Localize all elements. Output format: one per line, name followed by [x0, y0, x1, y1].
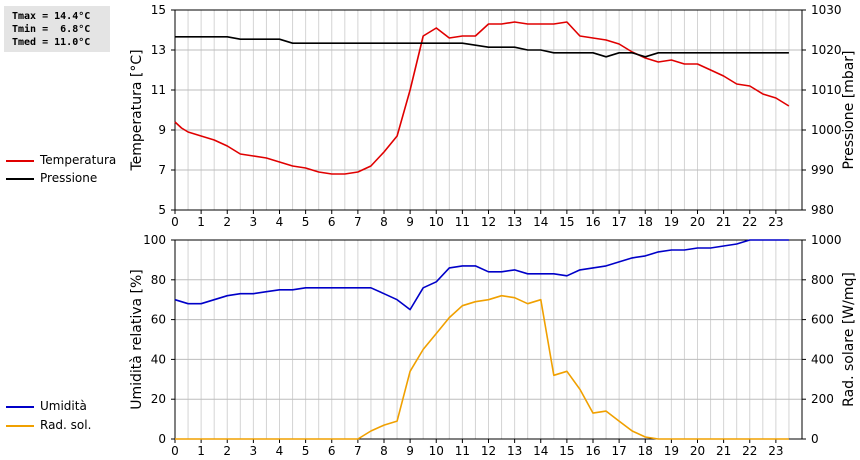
x-tick-label: 0 — [171, 215, 179, 229]
x-tick-label: 6 — [328, 444, 336, 458]
tmed-text: Tmed = 11.0°C — [12, 37, 91, 48]
x-tick-label: 23 — [768, 215, 783, 229]
y-left-tick-label: 20 — [151, 392, 166, 406]
x-tick-label: 11 — [455, 444, 470, 458]
y-left-tick-label: 80 — [151, 273, 166, 287]
x-tick-label: 15 — [559, 215, 574, 229]
chart-panel-temperature-pressure: 0 1 2 3 4 5 6 7 8 9 10 11 12 13 14 15 16 17 18 19 20 21 22 2357… — [129, 3, 857, 229]
legend-swatch — [6, 178, 34, 180]
y-axis-label-right: Rad. solare [W/mq] — [841, 272, 857, 407]
y-right-tick-label: 980 — [811, 203, 834, 217]
x-tick-label: 21 — [716, 444, 731, 458]
x-tick-label: 15 — [559, 444, 574, 458]
y-left-tick-label: 11 — [151, 83, 166, 97]
x-tick-label: 17 — [611, 215, 626, 229]
x-tick-label: 5 — [302, 215, 310, 229]
series-line-umidit — [174, 239, 789, 311]
x-tick-label: 16 — [585, 215, 600, 229]
x-tick-label: 4 — [276, 215, 284, 229]
tmin-text: Tmin = 6.8°C — [12, 24, 91, 35]
x-tick-label: 7 — [354, 215, 362, 229]
legend-swatch — [6, 406, 34, 408]
x-tick-label: 23 — [768, 444, 783, 458]
x-tick-label: 21 — [716, 215, 731, 229]
y-right-tick-label: 1010 — [811, 83, 842, 97]
x-tick-label: 4 — [276, 444, 284, 458]
y-left-tick-label: 40 — [151, 352, 166, 366]
y-left-tick-label: 15 — [151, 3, 166, 17]
y-left-tick-label: 0 — [158, 432, 166, 446]
y-left-tick-label: 5 — [158, 203, 166, 217]
x-tick-label: 13 — [507, 444, 522, 458]
legend-item-umidita: Umidità — [6, 399, 126, 417]
x-tick-label: 8 — [380, 444, 388, 458]
y-left-tick-label: 7 — [158, 163, 166, 177]
y-left-tick-label: 13 — [151, 43, 166, 57]
x-tick-label: 1 — [197, 444, 205, 458]
x-tick-label: 22 — [742, 444, 757, 458]
y-right-tick-label: 200 — [811, 392, 834, 406]
series-line-rad-sol — [175, 294, 789, 440]
y-right-tick-label: 990 — [811, 163, 834, 177]
x-tick-label: 9 — [406, 444, 414, 458]
x-tick-label: 14 — [533, 215, 548, 229]
y-right-tick-label: 1030 — [811, 3, 842, 17]
x-tick-label: 8 — [380, 215, 388, 229]
x-tick-label: 5 — [302, 444, 310, 458]
y-right-tick-label: 1000 — [811, 123, 842, 137]
x-tick-label: 3 — [250, 444, 258, 458]
y-left-tick-label: 100 — [143, 233, 166, 247]
y-right-tick-label: 1000 — [811, 233, 842, 247]
stats-box: Tmax = 14.4°C Tmin = 6.8°C Tmed = 11.0°C — [4, 6, 110, 52]
x-tick-label: 2 — [223, 215, 231, 229]
x-tick-label: 12 — [481, 444, 496, 458]
y-axis-label-right: Pressione [mbar] — [841, 50, 857, 169]
y-right-tick-label: 600 — [811, 313, 834, 327]
x-tick-label: 0 — [171, 444, 179, 458]
x-tick-label: 19 — [664, 444, 679, 458]
x-tick-label: 20 — [690, 215, 705, 229]
x-tick-label: 6 — [328, 215, 336, 229]
y-right-tick-label: 800 — [811, 273, 834, 287]
legend-label: Umidità — [40, 399, 87, 413]
x-tick-label: 22 — [742, 215, 757, 229]
legend-label: Temperatura — [40, 153, 117, 167]
y-axis-label-left: Temperatura [°C] — [129, 49, 145, 171]
y-right-tick-label: 1020 — [811, 43, 842, 57]
x-tick-label: 9 — [406, 215, 414, 229]
legend-label: Pressione — [40, 171, 98, 185]
x-tick-label: 18 — [638, 444, 653, 458]
legend-label: Rad. sol. — [40, 418, 92, 432]
y-left-tick-label: 9 — [158, 123, 166, 137]
x-tick-label: 7 — [354, 444, 362, 458]
x-tick-label: 2 — [223, 444, 231, 458]
x-tick-label: 3 — [250, 215, 258, 229]
x-tick-label: 13 — [507, 215, 522, 229]
series-line-pressione — [175, 35, 789, 58]
legend-item-rad-sol: Rad. sol. — [6, 418, 126, 436]
x-tick-label: 10 — [429, 444, 444, 458]
y-right-tick-label: 0 — [811, 432, 819, 446]
x-tick-label: 12 — [481, 215, 496, 229]
x-tick-label: 18 — [638, 215, 653, 229]
x-tick-label: 16 — [585, 444, 600, 458]
y-right-tick-label: 400 — [811, 352, 834, 366]
x-tick-label: 11 — [455, 215, 470, 229]
tmax-text: Tmax = 14.4°C — [12, 11, 91, 22]
x-tick-label: 19 — [664, 215, 679, 229]
x-tick-label: 14 — [533, 444, 548, 458]
chart-panel-humidity-radiation: 0 1 2 3 4 5 6 7 8 9 10 11 12 13 14 15 16 17 18 19 20 21 22 2302… — [129, 233, 857, 458]
y-left-tick-label: 60 — [151, 313, 166, 327]
legend-swatch — [6, 160, 34, 162]
legend-swatch — [6, 425, 34, 427]
series-line-temperatura — [174, 21, 790, 175]
x-tick-label: 17 — [611, 444, 626, 458]
x-tick-label: 1 — [197, 215, 205, 229]
x-tick-label: 20 — [690, 444, 705, 458]
x-tick-label: 10 — [429, 215, 444, 229]
y-axis-label-left: Umidità relativa [%] — [129, 269, 145, 410]
